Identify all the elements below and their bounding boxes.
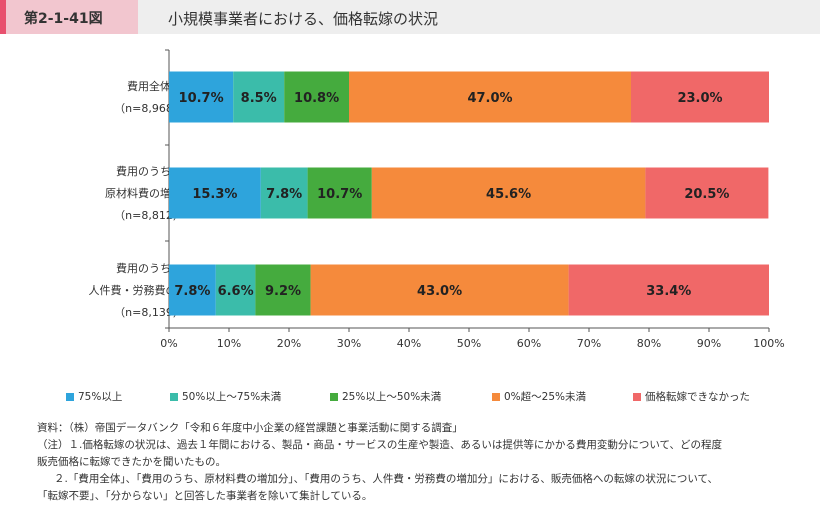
note-2-line-1: ２.「費用全体」、「費用のうち、原材料費の増加分」、「費用のうち、人件費・労務費… [54, 473, 718, 485]
figure-header: 第2-1-41図 小規模事業者における、価格転嫁の状況 [0, 0, 820, 34]
bar-segment [169, 264, 216, 316]
x-tick-label: 0% [160, 337, 177, 350]
data-label: 45.6% [486, 187, 531, 202]
note-1-line-2: 販売価格に転嫁できたかを聞いたもの。 [37, 456, 226, 468]
data-label: 7.8% [174, 284, 210, 299]
data-label: 20.5% [684, 187, 729, 202]
legend-swatch [633, 392, 641, 401]
bar-segment [307, 167, 372, 219]
data-label: 10.7% [179, 91, 224, 106]
x-tick-label: 40% [397, 337, 421, 350]
chart-legend: 75%以上 50%以上～75%未満 25%以上～50%未満 0%超～25%未満 価格転嫁… [0, 389, 820, 405]
legend-swatch [330, 392, 338, 401]
x-tick-label: 50% [457, 337, 481, 350]
legend-label: 0%超～25%未満 [504, 391, 586, 403]
x-tick-label: 80% [637, 337, 661, 350]
x-tick-label: 70% [577, 337, 601, 350]
legend-item: 価格転嫁できなかった [633, 389, 750, 404]
category-label: （n=8,812） [114, 209, 184, 222]
data-label: 6.6% [218, 284, 254, 299]
category-label: （n=8,968） [114, 102, 184, 115]
figure-number: 第2-1-41図 [24, 11, 103, 27]
data-label: 23.0% [677, 91, 722, 106]
x-tick-label: 30% [337, 337, 361, 350]
bar-segment [284, 71, 349, 123]
legend-item: 50%以上～75%未満 [170, 389, 281, 404]
figure-title: 小規模事業者における、価格転嫁の状況 [168, 10, 439, 28]
bar-segment [645, 167, 769, 219]
legend-item: 0%超～25%未満 [492, 389, 586, 404]
bar-segment [260, 167, 308, 219]
data-label: 33.4% [646, 284, 691, 299]
bar-segment [349, 71, 631, 123]
legend-item: 25%以上～50%未満 [330, 389, 441, 404]
figure-number-badge: 第2-1-41図 [0, 0, 138, 34]
chart-notes: 資料：（株）帝国データバンク「令和６年度中小企業の経営課題と事業活動に関する調査… [37, 420, 807, 505]
bar-segment [568, 264, 769, 316]
legend-label: 25%以上～50%未満 [342, 391, 442, 403]
note-2-line-2: 「転嫁不要」、「分からない」と回答した事業者を除いて集計している。 [37, 490, 373, 502]
data-label: 15.3% [192, 187, 237, 202]
legend-label: 価格転嫁できなかった [645, 391, 750, 403]
legend-label: 50%以上～75%未満 [182, 391, 282, 403]
data-label: 9.2% [265, 284, 301, 299]
x-tick-label: 60% [517, 337, 541, 350]
bar-segment [233, 71, 285, 123]
legend-swatch [66, 392, 74, 401]
legend-swatch [492, 392, 500, 401]
bar-segment [310, 264, 569, 316]
x-tick-label: 100% [753, 337, 784, 350]
category-label: 費用全体 [127, 79, 171, 93]
data-label: 10.7% [317, 187, 362, 202]
bar-segment [371, 167, 646, 219]
note-1-line-1: （注）１.価格転嫁の状況は、過去１年間における、製品・商品・サービスの生産や製造… [37, 439, 722, 451]
data-label: 8.5% [241, 91, 277, 106]
x-tick-label: 90% [697, 337, 721, 350]
data-label: 7.8% [266, 187, 302, 202]
bar-segment [169, 167, 261, 219]
legend-item: 75%以上 [66, 389, 122, 404]
stacked-bar-chart: 0% 10% 20% 30% 40% 50% 60% 70% 80% 90% 100% 費用全体 （n=… [89, 49, 785, 350]
bar-segment [169, 71, 234, 123]
x-tick-label: 20% [277, 337, 301, 350]
bar-segment [631, 71, 769, 123]
source-note: 資料：（株）帝国データバンク「令和６年度中小企業の経営課題と事業活動に関する調査… [37, 422, 463, 434]
category-label: 費用のうち、 [116, 261, 182, 275]
legend-label: 75%以上 [78, 391, 123, 403]
bar-segment [255, 264, 311, 316]
x-tick-label: 10% [217, 337, 241, 350]
legend-swatch [170, 392, 178, 401]
bar-segment [215, 264, 256, 316]
data-label: 10.8% [294, 91, 339, 106]
data-label: 47.0% [467, 91, 512, 106]
category-label: （n=8,139） [114, 306, 184, 319]
data-label: 43.0% [417, 284, 462, 299]
category-label: 費用のうち、 [116, 164, 182, 178]
